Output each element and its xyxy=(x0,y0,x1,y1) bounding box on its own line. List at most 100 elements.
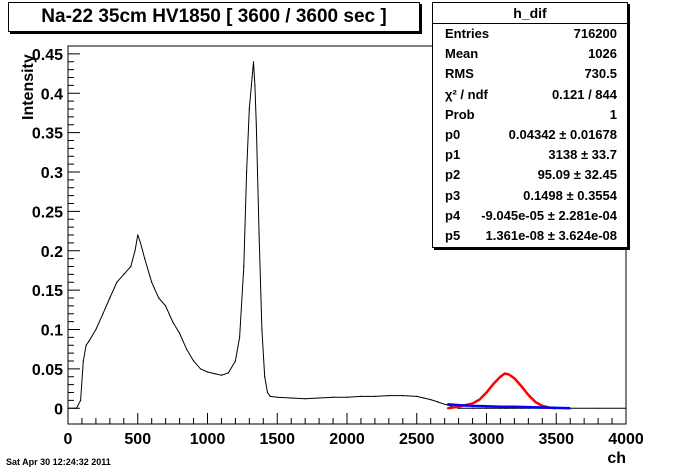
data-point xyxy=(504,373,506,375)
stats-row-p4: p4 -9.045e-05 ± 2.281e-04 xyxy=(433,206,627,226)
data-point xyxy=(492,407,495,409)
data-point xyxy=(179,332,181,334)
stats-box: h_dif Entries 716200 Mean 1026 RMS 730.5… xyxy=(432,2,628,248)
data-point xyxy=(261,328,263,331)
stats-key: Entries xyxy=(445,26,490,41)
x-tick-label: 0 xyxy=(64,431,73,448)
data-point xyxy=(252,61,255,63)
stats-value: 0.1498 ± 0.3554 xyxy=(523,187,617,203)
data-point xyxy=(472,405,474,407)
data-point xyxy=(109,297,111,299)
data-point xyxy=(102,313,104,315)
plot-area xyxy=(67,61,627,410)
data-point xyxy=(239,336,241,338)
data-point xyxy=(504,407,506,409)
data-point xyxy=(541,405,543,407)
stats-key: Prob xyxy=(445,106,475,122)
data-point xyxy=(75,407,77,409)
stats-row-rms: RMS 730.5 xyxy=(433,64,627,84)
stats-key: p0 xyxy=(445,126,461,142)
data-point xyxy=(513,407,516,409)
data-point xyxy=(527,394,529,396)
data-point xyxy=(527,406,529,408)
data-point xyxy=(172,321,174,323)
data-point xyxy=(258,234,260,236)
x-axis: 0 500 1000 1500 2000 2500 3000 3500 4000 xyxy=(64,413,644,448)
stats-row-entries: Entries 716200 xyxy=(433,24,627,44)
stats-row-chi2: χ² / ndf 0.121 / 844 xyxy=(433,85,627,105)
data-point xyxy=(134,250,136,252)
y-tick-label: 0 xyxy=(54,401,63,418)
data-point xyxy=(123,273,125,275)
stats-key: Mean xyxy=(445,46,479,62)
stats-value: 1.361e-08 ± 3.624e-08 xyxy=(485,227,617,243)
x-tick-label: 2000 xyxy=(329,431,365,448)
data-point xyxy=(80,399,82,401)
data-point xyxy=(332,396,334,398)
y-axis: 0 0.05 0.1 0.15 0.2 0.25 0.3 0.35 0.4 0.45 xyxy=(32,45,80,418)
y-tick-label: 0.35 xyxy=(32,126,63,143)
data-point xyxy=(423,397,425,399)
data-point xyxy=(437,401,439,403)
data-point xyxy=(234,360,236,362)
data-point xyxy=(158,297,160,299)
data-point xyxy=(513,406,516,408)
data-point xyxy=(254,84,256,86)
stats-key: p4 xyxy=(445,207,461,223)
data-point xyxy=(472,402,474,405)
stats-key: RMS xyxy=(445,66,474,82)
stats-value: -9.045e-05 ± 2.281e-04 xyxy=(481,207,617,223)
stats-key: p2 xyxy=(445,167,461,183)
data-point xyxy=(243,265,245,268)
stats-value: 1026 xyxy=(588,46,617,62)
data-point xyxy=(137,234,139,236)
data-point xyxy=(213,373,216,375)
data-point xyxy=(388,395,390,397)
stats-row-mean: Mean 1026 xyxy=(433,44,627,64)
data-point xyxy=(458,404,460,406)
data-point xyxy=(193,360,195,362)
data-point xyxy=(88,340,90,342)
x-tick-label: 1500 xyxy=(259,431,295,448)
data-point xyxy=(251,76,253,79)
x-axis-label: ch xyxy=(607,450,626,467)
histogram-line xyxy=(68,61,626,409)
timestamp-footer: Sat Apr 30 12:24:32 2011 xyxy=(6,457,111,467)
data-point xyxy=(290,397,292,399)
data-point xyxy=(255,124,257,126)
stats-row-p1: p1 3138 ± 33.7 xyxy=(433,145,627,165)
background-fit-line xyxy=(447,403,571,410)
data-point xyxy=(130,265,132,268)
data-point xyxy=(269,395,271,397)
data-point xyxy=(144,258,146,260)
stats-key: χ² / ndf xyxy=(445,86,488,102)
data-point xyxy=(346,396,348,398)
data-point xyxy=(248,108,250,110)
data-point xyxy=(220,374,223,376)
x-tick-label: 2500 xyxy=(399,431,435,448)
data-point xyxy=(206,371,209,373)
data-point xyxy=(402,395,404,397)
data-point xyxy=(499,406,501,408)
data-point xyxy=(186,348,188,350)
data-point xyxy=(458,406,460,408)
data-point xyxy=(508,373,510,375)
data-point xyxy=(625,407,627,409)
stats-value: 1 xyxy=(609,106,617,122)
data-point xyxy=(534,401,536,403)
data-point xyxy=(478,399,481,401)
x-tick-label: 3000 xyxy=(469,431,505,448)
data-point xyxy=(541,406,543,409)
stats-value: 730.5 xyxy=(584,66,617,82)
data-point xyxy=(116,281,118,283)
stats-value: 0.04342 ± 0.01678 xyxy=(508,126,617,142)
x-tick-label: 4000 xyxy=(608,431,644,448)
y-axis-label: Intensity xyxy=(20,54,37,120)
y-tick-label: 0.4 xyxy=(41,86,63,103)
data-point xyxy=(360,395,362,397)
y-tick-label: 0.45 xyxy=(32,47,63,64)
data-point xyxy=(151,281,153,283)
stats-value: 716200 xyxy=(573,26,617,41)
stats-value: 95.09 ± 32.45 xyxy=(537,167,617,183)
